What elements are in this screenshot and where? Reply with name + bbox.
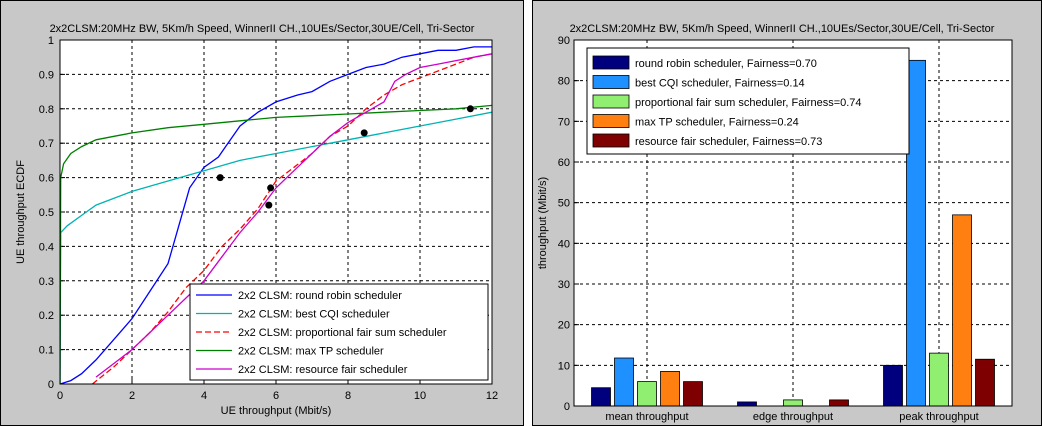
y-axis-label: throughput (Mbit/s) bbox=[537, 177, 549, 269]
bar-0-2 bbox=[883, 364, 903, 407]
y-tick-label: 0.4 bbox=[39, 241, 54, 253]
x-tick-label: 0 bbox=[57, 390, 63, 402]
y-axis-label: UE throughput ECDF bbox=[15, 160, 27, 264]
legend-label-0: 2x2 CLSM: round robin scheduler bbox=[238, 290, 402, 302]
x-tick-label: 4 bbox=[201, 390, 207, 402]
x-tick-label: 10 bbox=[414, 390, 426, 402]
x-tick-label: 8 bbox=[345, 390, 351, 402]
y-tick-label: 0.1 bbox=[39, 345, 54, 357]
y-tick-label: 0.6 bbox=[39, 173, 54, 185]
legend-box bbox=[189, 283, 489, 381]
plot-frame bbox=[573, 39, 1013, 407]
percentile-marker bbox=[265, 201, 273, 209]
y-tick-label: 1 bbox=[48, 35, 54, 47]
ecdf-chart: 2x2CLSM:20MHz BW, 5Km/h Speed, WinnerII … bbox=[15, 23, 498, 417]
series-line-4 bbox=[95, 53, 492, 378]
y-tick-label: 10 bbox=[558, 360, 570, 372]
series-group bbox=[60, 46, 492, 384]
throughput-bar-chart: 2x2CLSM:20MHz BW, 5Km/h Speed, WinnerII … bbox=[537, 23, 1013, 423]
bar-2-2 bbox=[929, 352, 949, 407]
throughput-bar-figure: 2x2CLSM:20MHz BW, 5Km/h Speed, WinnerII … bbox=[532, 0, 1042, 426]
y-tick-label: 0.8 bbox=[39, 104, 54, 116]
plot-frame bbox=[59, 39, 493, 385]
y-tick-label: 0.7 bbox=[39, 138, 54, 150]
legend-swatch-0 bbox=[592, 55, 630, 70]
x-tick-label: 12 bbox=[486, 390, 498, 402]
chart-title: 2x2CLSM:20MHz BW, 5Km/h Speed, WinnerII … bbox=[50, 23, 475, 35]
legend-box bbox=[586, 47, 910, 155]
x-tick-label: 6 bbox=[273, 390, 279, 402]
bar-0-1 bbox=[737, 401, 757, 407]
percentile-marker bbox=[360, 129, 368, 137]
y-tick-label: 0 bbox=[48, 379, 54, 391]
series-line-0 bbox=[60, 46, 492, 384]
category-label: mean throughput bbox=[605, 411, 688, 423]
bar-1-0 bbox=[614, 357, 634, 407]
bar-4-0 bbox=[683, 381, 703, 407]
y-tick-label: 0.9 bbox=[39, 69, 54, 81]
y-tick-label: 0.2 bbox=[39, 310, 54, 322]
percentile-marker bbox=[216, 174, 224, 182]
x-axis-label: UE throughput (Mbit/s) bbox=[221, 405, 332, 417]
y-tick-label: 40 bbox=[558, 238, 570, 250]
category-label: edge throughput bbox=[753, 411, 833, 423]
bar-4-2 bbox=[975, 358, 995, 407]
legend-swatch-4 bbox=[592, 133, 630, 148]
chart-title: 2x2CLSM:20MHz BW, 5Km/h Speed, WinnerII … bbox=[570, 23, 995, 35]
y-tick-label: 80 bbox=[558, 76, 570, 88]
bar-0-0 bbox=[591, 387, 611, 407]
y-tick-label: 70 bbox=[558, 116, 570, 128]
y-tick-label: 50 bbox=[558, 198, 570, 210]
legend-label-3: max TP scheduler, Fairness=0.24 bbox=[635, 117, 799, 129]
series-line-2 bbox=[91, 53, 492, 384]
percentile-marker bbox=[267, 184, 275, 192]
category-label: peak throughput bbox=[899, 411, 979, 423]
bar-4-1 bbox=[829, 399, 849, 407]
legend-swatch-2 bbox=[592, 94, 630, 109]
legend-label-3: 2x2 CLSM: max TP scheduler bbox=[238, 346, 384, 358]
bar-2-0 bbox=[637, 381, 657, 407]
legend-label-0: round robin scheduler, Fairness=0.70 bbox=[635, 58, 817, 70]
y-tick-label: 0.5 bbox=[39, 207, 54, 219]
y-tick-label: 30 bbox=[558, 279, 570, 291]
y-tick-label: 0 bbox=[564, 401, 570, 413]
percentile-marker bbox=[466, 105, 474, 113]
legend-swatch-3 bbox=[592, 114, 630, 128]
x-tick-label: 2 bbox=[129, 390, 135, 402]
legend-label-2: proportional fair sum scheduler, Fairnes… bbox=[635, 97, 862, 109]
ecdf-figure: 2x2CLSM:20MHz BW, 5Km/h Speed, WinnerII … bbox=[0, 0, 524, 426]
bar-2-1 bbox=[783, 399, 803, 407]
legend-label-2: 2x2 CLSM: proportional fair sum schedule… bbox=[238, 327, 447, 339]
y-tick-label: 90 bbox=[558, 35, 570, 47]
series-line-1 bbox=[60, 111, 492, 384]
legend-label-4: 2x2 CLSM: resource fair scheduler bbox=[238, 364, 408, 376]
bar-3-2 bbox=[952, 214, 972, 407]
y-tick-label: 0.3 bbox=[39, 276, 54, 288]
legend-label-1: best CQI scheduler, Fairness=0.14 bbox=[635, 78, 805, 90]
y-tick-label: 60 bbox=[558, 157, 570, 169]
bar-3-0 bbox=[660, 371, 680, 407]
legend-swatch-1 bbox=[592, 75, 630, 89]
legend-label-1: 2x2 CLSM: best CQI scheduler bbox=[238, 309, 390, 321]
series-line-3 bbox=[60, 104, 492, 384]
y-tick-label: 20 bbox=[558, 320, 570, 332]
legend-label-4: resource fair scheduler, Fairness=0.73 bbox=[635, 136, 822, 148]
